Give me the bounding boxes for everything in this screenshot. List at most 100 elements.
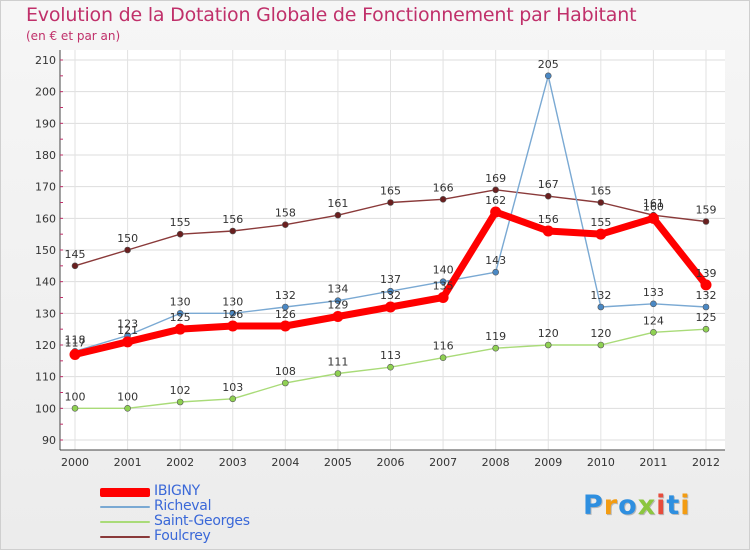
data-label-richeval: 140	[433, 264, 454, 277]
data-point-richeval	[229, 310, 237, 317]
data-label-foulcrey: 161	[643, 197, 664, 210]
data-point-richeval	[702, 303, 710, 311]
data-point-ibigny	[122, 336, 134, 348]
data-label-foulcrey: 166	[433, 181, 454, 194]
chart-title: Evolution de la Dotation Globale de Fonc…	[26, 4, 637, 26]
data-label-ibigny: 135	[433, 280, 454, 293]
legend-item-saint-georges: Saint-Georges	[100, 513, 340, 529]
y-tick-label: 160	[35, 212, 56, 225]
data-label-ibigny: 132	[380, 289, 401, 302]
data-point-ibigny	[490, 206, 502, 218]
data-label-ibigny: 125	[170, 311, 191, 324]
data-point-ibigny	[700, 279, 712, 291]
logo-letter: o	[618, 490, 638, 521]
data-point-richeval	[334, 297, 342, 304]
data-label-foulcrey: 155	[170, 216, 191, 229]
data-point-saint-georges	[544, 341, 552, 349]
data-label-ibigny: 160	[643, 200, 664, 213]
x-tick-label: 2001	[114, 456, 142, 469]
data-point-richeval	[650, 300, 657, 308]
data-point-saint-georges	[387, 363, 394, 371]
y-tick-label: 140	[35, 276, 56, 289]
chart-legend: IBIGNY Richeval Saint-Georges Foulcrey	[100, 483, 340, 544]
data-label-foulcrey: 150	[117, 232, 138, 245]
data-point-foulcrey	[229, 227, 237, 235]
data-label-richeval: 143	[485, 254, 506, 267]
legend-label-foulcrey: Foulcrey	[154, 528, 211, 544]
y-tick-label: 120	[35, 339, 56, 352]
data-point-foulcrey	[702, 218, 710, 225]
data-point-richeval	[597, 303, 605, 311]
legend-label-saint-georges: Saint-Georges	[154, 513, 250, 529]
logo-letter: r	[603, 490, 619, 521]
data-label-ibigny: 162	[485, 194, 506, 207]
data-point-ibigny	[647, 212, 659, 224]
y-tick-label: 110	[35, 371, 56, 384]
data-label-richeval: 205	[538, 58, 559, 71]
logo-letter: i	[656, 490, 667, 521]
legend-item-ibigny: IBIGNY	[100, 483, 340, 499]
data-label-foulcrey: 145	[65, 248, 86, 261]
data-point-foulcrey	[176, 230, 184, 238]
data-label-ibigny: 139	[696, 267, 717, 280]
data-point-ibigny	[385, 301, 396, 313]
data-point-richeval	[282, 303, 289, 311]
data-label-ibigny: 156	[538, 213, 559, 226]
y-tick-label: 90	[42, 434, 56, 447]
data-label-richeval: 123	[117, 318, 138, 331]
data-point-foulcrey	[282, 221, 289, 228]
data-point-ibigny	[69, 349, 81, 360]
data-point-saint-georges	[439, 354, 447, 361]
data-label-saint-georges: 120	[590, 327, 611, 340]
x-tick-label: 2003	[219, 456, 247, 469]
data-point-richeval	[544, 72, 552, 80]
data-label-ibigny: 129	[327, 299, 348, 312]
data-label-foulcrey: 165	[380, 185, 401, 198]
y-tick-label: 210	[35, 54, 56, 67]
data-point-richeval	[387, 287, 394, 295]
data-label-foulcrey: 169	[485, 172, 506, 185]
data-point-foulcrey	[492, 186, 499, 194]
data-label-richeval: 130	[170, 295, 191, 308]
data-label-ibigny: 126	[275, 308, 296, 321]
data-label-richeval: 133	[643, 286, 664, 299]
legend-item-foulcrey: Foulcrey	[100, 528, 340, 544]
y-tick-label: 180	[35, 149, 56, 162]
legend-label-ibigny: IBIGNY	[154, 483, 200, 499]
y-tick-label: 150	[35, 244, 56, 257]
data-label-saint-georges: 103	[222, 381, 243, 394]
x-tick-label: 2004	[271, 456, 299, 469]
data-label-saint-georges: 102	[170, 384, 191, 397]
data-point-foulcrey	[544, 192, 552, 200]
data-point-saint-georges	[229, 395, 237, 403]
data-label-foulcrey: 165	[590, 185, 611, 198]
data-point-ibigny	[279, 320, 291, 332]
legend-swatch-richeval	[100, 506, 150, 508]
data-point-saint-georges	[71, 405, 79, 412]
y-tick-label: 190	[35, 117, 56, 130]
x-tick-label: 2012	[692, 456, 720, 469]
legend-item-richeval: Richeval	[100, 498, 340, 514]
data-point-saint-georges	[702, 325, 710, 333]
data-label-richeval: 137	[380, 273, 401, 286]
data-label-foulcrey: 167	[538, 178, 559, 191]
data-point-foulcrey	[124, 246, 131, 254]
data-point-foulcrey	[71, 262, 79, 270]
data-label-saint-georges: 111	[327, 356, 348, 369]
data-label-richeval: 118	[65, 333, 86, 346]
data-point-richeval	[176, 310, 184, 317]
data-label-saint-georges: 113	[380, 349, 401, 362]
logo-letter: x	[637, 490, 657, 521]
data-label-ibigny: 155	[590, 216, 611, 229]
legend-swatch-foulcrey	[100, 536, 150, 538]
data-point-saint-georges	[650, 329, 657, 336]
data-point-foulcrey	[387, 199, 394, 206]
data-label-ibigny: 126	[222, 308, 243, 321]
data-point-saint-georges	[124, 405, 131, 412]
data-label-foulcrey: 161	[327, 197, 348, 210]
data-label-foulcrey: 159	[696, 204, 717, 217]
data-point-foulcrey	[334, 211, 342, 219]
data-label-saint-georges: 100	[117, 390, 138, 403]
data-label-ibigny: 121	[117, 324, 138, 337]
data-point-ibigny	[542, 225, 554, 237]
